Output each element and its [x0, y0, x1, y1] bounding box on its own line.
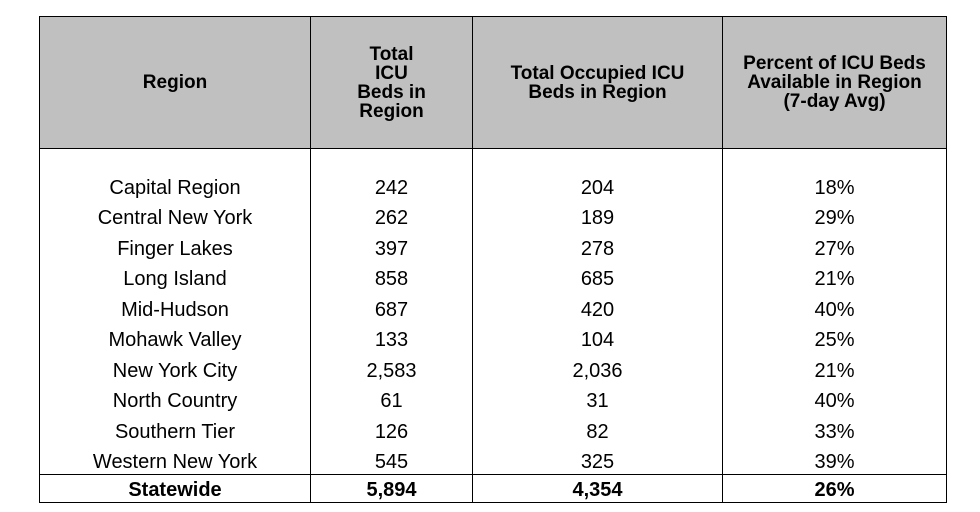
- total-beds-cell: 133: [310, 321, 473, 352]
- percent-available-cell: 39%: [722, 443, 947, 475]
- table-row: Long Island 858 685 21%: [39, 260, 947, 291]
- region-cell: Mid-Hudson: [39, 291, 311, 322]
- percent-available-cell: 25%: [722, 321, 947, 352]
- region-cell: Central New York: [39, 199, 311, 230]
- total-occupied-beds-cell: 4,354: [472, 474, 723, 503]
- percent-available-cell: 29%: [722, 199, 947, 230]
- region-cell: North Country: [39, 382, 311, 413]
- occupied-beds-cell: 82: [472, 413, 723, 444]
- table-row: North Country 61 31 40%: [39, 382, 947, 413]
- total-beds-cell: 858: [310, 260, 473, 291]
- table-body: Capital Region 242 204 18% Central New York 2…: [39, 148, 947, 503]
- occupied-beds-cell: 420: [472, 291, 723, 322]
- table-row: Capital Region 242 204 18%: [39, 169, 947, 200]
- header-percent-available: Percent of ICU Beds Available in Region …: [722, 16, 947, 149]
- total-total-beds-cell: 5,894: [310, 474, 473, 503]
- occupied-beds-cell: 31: [472, 382, 723, 413]
- percent-available-cell: 18%: [722, 169, 947, 200]
- region-cell: Capital Region: [39, 169, 311, 200]
- region-cell: Long Island: [39, 260, 311, 291]
- header-region: Region: [39, 16, 311, 149]
- total-beds-cell: 545: [310, 443, 473, 475]
- table-row: New York City 2,583 2,036 21%: [39, 352, 947, 383]
- table-row: Southern Tier 126 82 33%: [39, 413, 947, 444]
- table-row: Western New York 545 325 39%: [39, 443, 947, 475]
- occupied-beds-cell: 104: [472, 321, 723, 352]
- occupied-beds-cell: 2,036: [472, 352, 723, 383]
- percent-available-cell: 33%: [722, 413, 947, 444]
- table-spacer-row: [39, 148, 947, 169]
- percent-available-cell: 40%: [722, 291, 947, 322]
- total-region-cell: Statewide: [39, 474, 311, 503]
- table-row: Mohawk Valley 133 104 25%: [39, 321, 947, 352]
- percent-available-cell: 21%: [722, 352, 947, 383]
- region-cell: New York City: [39, 352, 311, 383]
- table-header-row: Region Total ICU Beds in Region Total Oc…: [39, 16, 947, 149]
- statewide-total-row: Statewide 5,894 4,354 26%: [39, 474, 947, 503]
- total-beds-cell: 262: [310, 199, 473, 230]
- region-cell: Mohawk Valley: [39, 321, 311, 352]
- icu-beds-table: Region Total ICU Beds in Region Total Oc…: [39, 16, 947, 503]
- header-occupied-icu-beds: Total Occupied ICU Beds in Region: [472, 16, 723, 149]
- percent-available-cell: 27%: [722, 230, 947, 261]
- region-cell: Finger Lakes: [39, 230, 311, 261]
- occupied-beds-cell: 204: [472, 169, 723, 200]
- total-percent-available-cell: 26%: [722, 474, 947, 503]
- total-beds-cell: 397: [310, 230, 473, 261]
- header-total-icu-beds: Total ICU Beds in Region: [310, 16, 473, 149]
- total-beds-cell: 687: [310, 291, 473, 322]
- table-row: Mid-Hudson 687 420 40%: [39, 291, 947, 322]
- total-beds-cell: 242: [310, 169, 473, 200]
- occupied-beds-cell: 278: [472, 230, 723, 261]
- table-row: Finger Lakes 397 278 27%: [39, 230, 947, 261]
- total-beds-cell: 61: [310, 382, 473, 413]
- total-beds-cell: 126: [310, 413, 473, 444]
- percent-available-cell: 40%: [722, 382, 947, 413]
- occupied-beds-cell: 685: [472, 260, 723, 291]
- total-beds-cell: 2,583: [310, 352, 473, 383]
- region-cell: Western New York: [39, 443, 311, 475]
- table-row: Central New York 262 189 29%: [39, 199, 947, 230]
- region-cell: Southern Tier: [39, 413, 311, 444]
- occupied-beds-cell: 189: [472, 199, 723, 230]
- occupied-beds-cell: 325: [472, 443, 723, 475]
- percent-available-cell: 21%: [722, 260, 947, 291]
